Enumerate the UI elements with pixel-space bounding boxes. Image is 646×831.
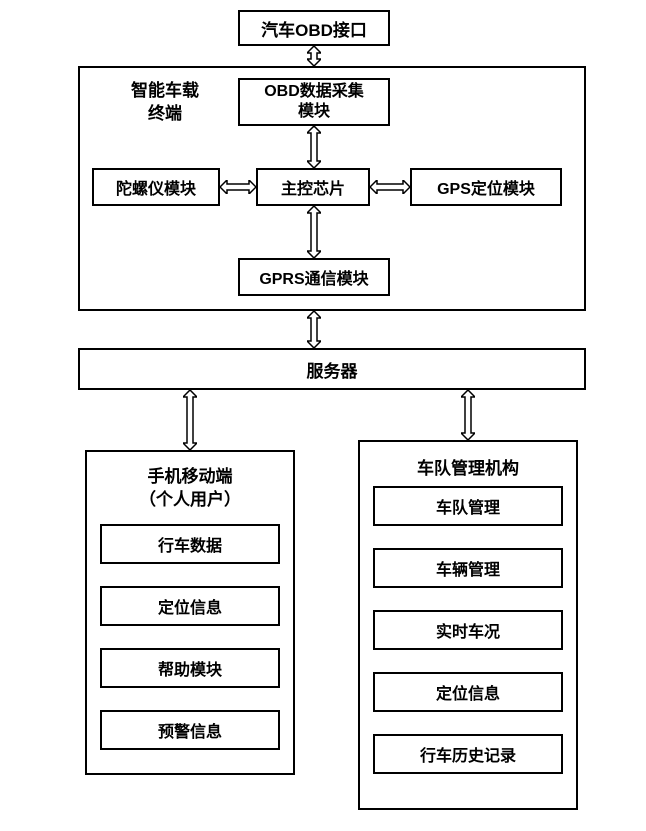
node-label: 预警信息 [158, 718, 222, 742]
node-server: 服务器 [78, 348, 586, 390]
label-text: 手机移动端（个人用户） [139, 467, 241, 509]
node-fleet-item5: 行车历史记录 [373, 734, 563, 774]
node-label: 行车数据 [158, 532, 222, 556]
node-label: GPRS通信模块 [259, 265, 368, 289]
node-label: 陀螺仪模块 [116, 175, 196, 199]
arrow-a2 [307, 126, 321, 168]
node-label: 车队管理 [436, 494, 500, 518]
arrow-a4 [370, 180, 410, 194]
node-fleet-item2: 车辆管理 [373, 548, 563, 588]
node-label: 定位信息 [158, 594, 222, 618]
node-label: 车辆管理 [436, 556, 500, 580]
fleet-title: 车队管理机构 [368, 454, 568, 479]
node-obd-module: OBD数据采集模块 [238, 78, 390, 126]
node-label: 汽车OBD接口 [261, 16, 367, 41]
label-text: 智能车载终端 [131, 81, 199, 123]
arrow-a7 [183, 390, 197, 450]
arrow-a5 [307, 206, 321, 258]
node-fleet-item3: 实时车况 [373, 610, 563, 650]
label-text: 车队管理机构 [417, 459, 519, 478]
node-label: 主控芯片 [281, 175, 345, 199]
node-mobile-item4: 预警信息 [100, 710, 280, 750]
arrow-a6 [307, 311, 321, 348]
node-fleet-item1: 车队管理 [373, 486, 563, 526]
node-obd-interface: 汽车OBD接口 [238, 10, 390, 46]
arrow-a1 [307, 46, 321, 66]
node-mobile-item1: 行车数据 [100, 524, 280, 564]
node-gps-module: GPS定位模块 [410, 168, 562, 206]
node-label: 定位信息 [436, 680, 500, 704]
node-label: 实时车况 [436, 618, 500, 642]
node-gprs-module: GPRS通信模块 [238, 258, 390, 296]
node-label: OBD数据采集模块 [264, 82, 364, 122]
node-main-chip: 主控芯片 [256, 168, 370, 206]
arrow-a8 [461, 390, 475, 440]
node-label: 行车历史记录 [420, 742, 516, 766]
node-label: 帮助模块 [158, 656, 222, 680]
node-gyro-module: 陀螺仪模块 [92, 168, 220, 206]
node-fleet-item4: 定位信息 [373, 672, 563, 712]
arrow-a3 [220, 180, 256, 194]
node-label: 服务器 [307, 357, 358, 382]
node-mobile-item2: 定位信息 [100, 586, 280, 626]
mobile-title: 手机移动端（个人用户） [95, 466, 285, 512]
node-label: GPS定位模块 [437, 175, 535, 199]
terminal-title: 智能车载终端 [110, 80, 220, 126]
node-mobile-item3: 帮助模块 [100, 648, 280, 688]
